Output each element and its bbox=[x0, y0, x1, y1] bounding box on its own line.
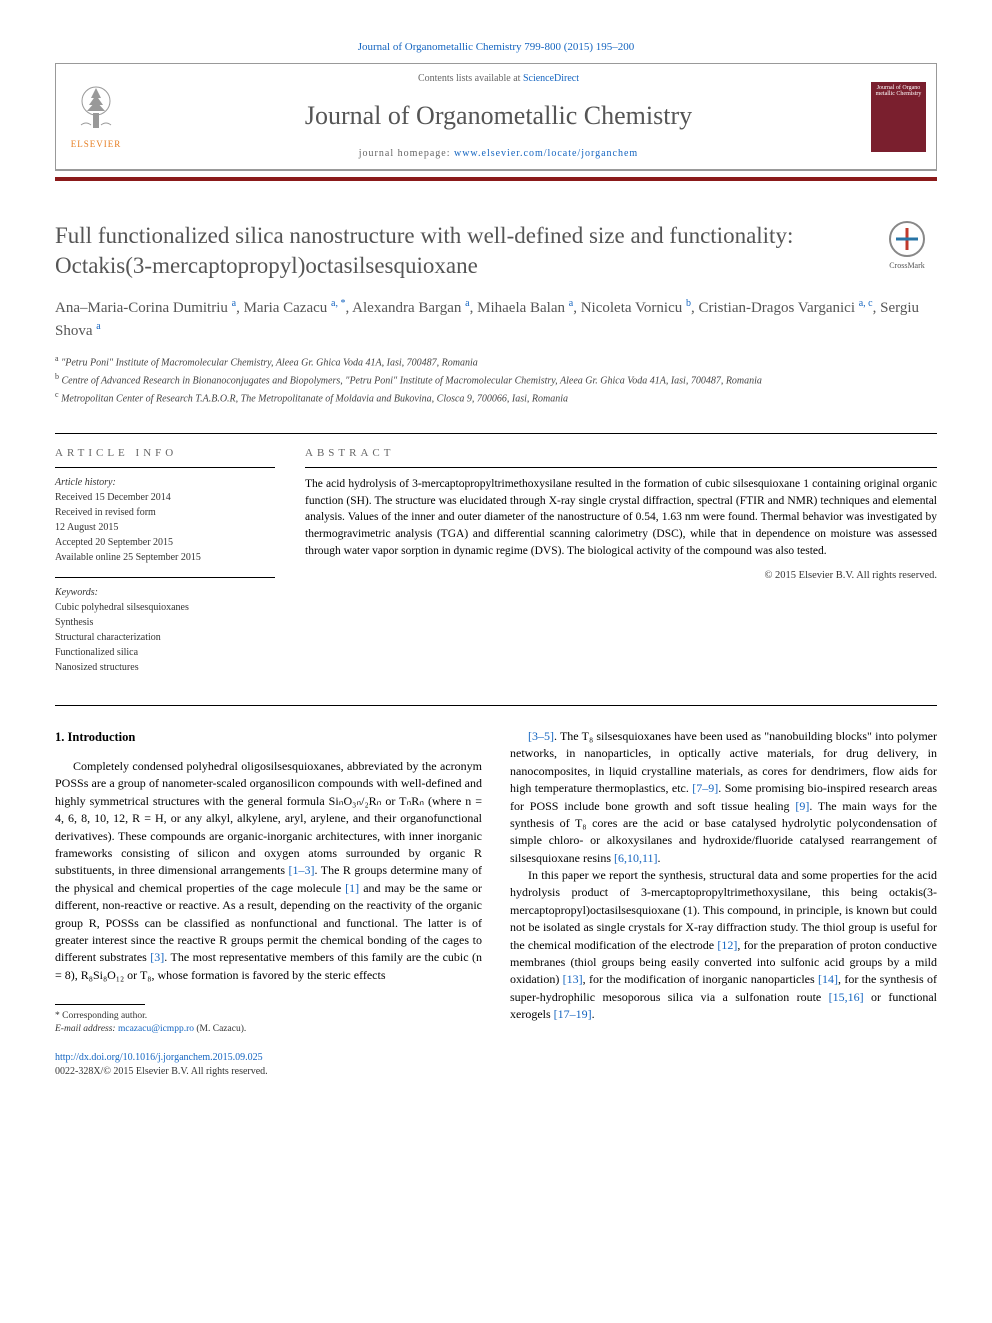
corresp-who: (M. Cazacu). bbox=[194, 1024, 246, 1034]
info-rule-2 bbox=[55, 577, 275, 578]
abstract-copyright: © 2015 Elsevier B.V. All rights reserved… bbox=[305, 569, 937, 584]
homepage-link[interactable]: www.elsevier.com/locate/jorganchem bbox=[454, 148, 638, 159]
article-info: ARTICLE INFO Article history: Received 1… bbox=[55, 446, 275, 675]
body-para-1: Completely condensed polyhedral oligosil… bbox=[55, 758, 482, 984]
contents-line: Contents lists available at ScienceDirec… bbox=[126, 72, 871, 86]
article-info-heading: ARTICLE INFO bbox=[55, 446, 275, 461]
keywords-label: Keywords: bbox=[55, 586, 275, 600]
corresp-star: * Corresponding author. bbox=[55, 1010, 482, 1023]
affiliations: a "Petru Poni" Institute of Macromolecul… bbox=[55, 353, 937, 408]
crossmark-badge[interactable]: CrossMark bbox=[877, 221, 937, 271]
journal-name: Journal of Organometallic Chemistry bbox=[126, 98, 871, 134]
body-columns: 1. Introduction Completely condensed pol… bbox=[55, 728, 937, 1080]
history-lines: Received 15 December 2014Received in rev… bbox=[55, 490, 275, 565]
issn-line: 0022-328X/© 2015 Elsevier B.V. All right… bbox=[55, 1065, 482, 1080]
right-column: [3–5]. The T₈ silsesquioxanes have been … bbox=[510, 728, 937, 1080]
info-rule bbox=[55, 467, 275, 468]
authors: Ana–Maria-Corina Dumitriu a, Maria Cazac… bbox=[55, 296, 937, 343]
homepage-line: journal homepage: www.elsevier.com/locat… bbox=[126, 147, 871, 161]
abstract-column: ABSTRACT The acid hydrolysis of 3-mercap… bbox=[305, 446, 937, 675]
abstract-text: The acid hydrolysis of 3-mercaptopropylt… bbox=[305, 476, 937, 559]
top-citation: Journal of Organometallic Chemistry 799-… bbox=[55, 40, 937, 55]
corresponding-author: * Corresponding author. E-mail address: … bbox=[55, 1010, 482, 1037]
crossmark-icon bbox=[889, 221, 925, 257]
crossmark-label: CrossMark bbox=[877, 260, 937, 271]
corresp-email-link[interactable]: mcazacu@icmpp.ro bbox=[118, 1024, 194, 1034]
history-label: Article history: bbox=[55, 476, 275, 490]
divider bbox=[55, 433, 937, 434]
section-heading: 1. Introduction bbox=[55, 728, 482, 746]
corresp-rule bbox=[55, 1004, 145, 1005]
body-para-3: In this paper we report the synthesis, s… bbox=[510, 867, 937, 1024]
left-column: 1. Introduction Completely condensed pol… bbox=[55, 728, 482, 1080]
abstract-heading: ABSTRACT bbox=[305, 446, 937, 461]
sciencedirect-link[interactable]: ScienceDirect bbox=[523, 73, 579, 84]
homepage-pre: journal homepage: bbox=[359, 148, 454, 159]
cover-thumbnail: Journal of Organo metallic Chemistry bbox=[871, 82, 926, 152]
cover-text: Journal of Organo metallic Chemistry bbox=[871, 82, 926, 101]
elsevier-label: ELSEVIER bbox=[66, 138, 126, 151]
email-label: E-mail address: bbox=[55, 1024, 118, 1034]
contents-pre: Contents lists available at bbox=[418, 73, 523, 84]
body-para-2: [3–5]. The T₈ silsesquioxanes have been … bbox=[510, 728, 937, 867]
article-title: Full functionalized silica nanostructure… bbox=[55, 221, 937, 281]
section-rule bbox=[55, 705, 937, 706]
elsevier-logo: ELSEVIER bbox=[56, 83, 126, 151]
keywords-lines: Cubic polyhedral silsesquioxanesSynthesi… bbox=[55, 600, 275, 675]
journal-header: ELSEVIER Contents lists available at Sci… bbox=[55, 63, 937, 170]
doi-link[interactable]: http://dx.doi.org/10.1016/j.jorganchem.2… bbox=[55, 1052, 263, 1063]
red-bar bbox=[55, 177, 937, 181]
tree-icon bbox=[71, 83, 121, 133]
abstract-rule bbox=[305, 467, 937, 468]
